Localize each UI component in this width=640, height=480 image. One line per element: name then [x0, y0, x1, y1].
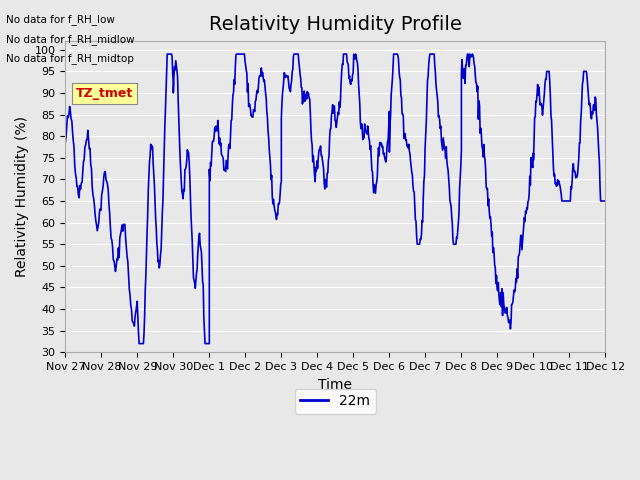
- Title: Relativity Humidity Profile: Relativity Humidity Profile: [209, 15, 462, 34]
- Y-axis label: Relativity Humidity (%): Relativity Humidity (%): [15, 116, 29, 277]
- Text: No data for f_RH_low: No data for f_RH_low: [6, 14, 115, 25]
- Text: No data for f_RH_midtop: No data for f_RH_midtop: [6, 53, 134, 64]
- X-axis label: Time: Time: [318, 377, 353, 392]
- Text: TZ_tmet: TZ_tmet: [76, 87, 133, 100]
- Text: No data for f_RH_midlow: No data for f_RH_midlow: [6, 34, 135, 45]
- Legend: 22m: 22m: [295, 389, 376, 414]
